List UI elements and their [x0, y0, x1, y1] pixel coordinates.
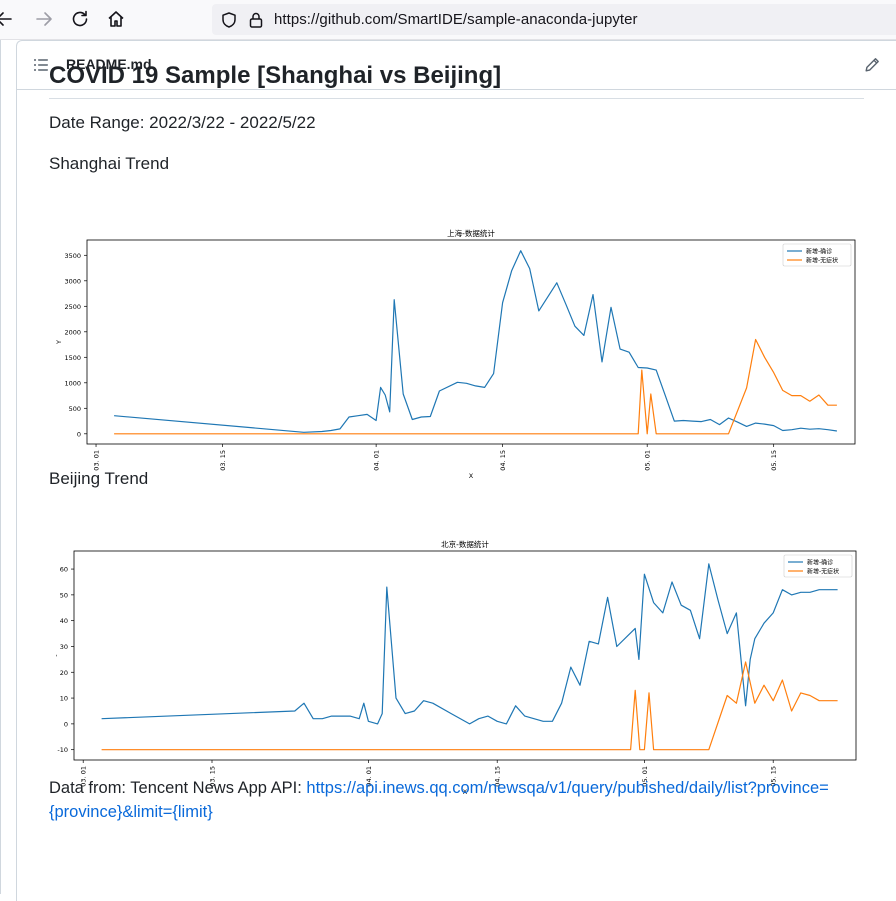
y-tick-label: 60: [60, 566, 68, 574]
legend-label: 新增-确诊: [806, 247, 832, 255]
beijing-heading: Beijing Trend: [49, 469, 149, 488]
x-tick-label: 04. 01: [365, 766, 373, 787]
y-tick-label: 0: [77, 430, 81, 438]
readme-card: README.md: [16, 40, 896, 901]
y-tick-label: 500: [69, 405, 81, 413]
y-tick-label: -10: [57, 746, 68, 754]
y-tick-label: 0: [64, 720, 68, 728]
beijing-series-line-2: [101, 661, 838, 751]
shanghai-series-line-2: [114, 338, 837, 435]
reload-icon[interactable]: [69, 8, 91, 30]
beijing-x-axis-label: X: [463, 788, 468, 796]
legend-label: 新增-确诊: [807, 558, 833, 566]
y-tick-label: 2000: [64, 328, 81, 336]
readme-title: COVID 19 Sample [Shanghai vs Beijing]: [49, 58, 864, 99]
url-bar[interactable]: https://github.com/SmartIDE/sample-anaco…: [212, 4, 896, 35]
beijing-chart-svg: 北京-数据统计 -10 0 10 20 30 40 50 60 03. 01 03. 15 04. 0…: [52, 539, 857, 796]
beijing-chart: 北京-数据统计 -10 0 10 20 30 40 50 60 03. 01 03. 15 04. 0…: [52, 537, 866, 797]
forward-icon[interactable]: [33, 8, 55, 30]
beijing-y-axis-label: -: [52, 654, 60, 657]
shanghai-y-axis-label: Y: [55, 340, 63, 345]
y-tick-label: 3500: [64, 252, 81, 260]
x-tick-label: 03. 15: [209, 766, 217, 787]
readme-file-name: README.md: [66, 56, 152, 72]
y-tick-label: 10: [60, 695, 68, 703]
x-tick-label: 03. 15: [219, 450, 227, 471]
data-source-prefix: Data from: Tencent News App API:: [49, 779, 307, 797]
back-icon[interactable]: [0, 8, 16, 30]
x-tick-label: 03. 01: [80, 766, 88, 787]
y-tick-label: 20: [60, 669, 68, 677]
pencil-icon[interactable]: [864, 57, 880, 73]
x-tick-label: 05. 01: [641, 766, 649, 787]
shanghai-chart-title: 上海-数据统计: [447, 228, 495, 238]
browser-toolbar: https://github.com/SmartIDE/sample-anaco…: [0, 0, 896, 40]
x-tick-label: 05. 15: [770, 766, 778, 787]
shanghai-x-axis-label: X: [469, 472, 474, 480]
beijing-plot-frame: [73, 550, 857, 761]
y-tick-label: 1500: [64, 354, 81, 362]
shield-icon[interactable]: [220, 11, 238, 29]
page-left-border: [0, 40, 1, 894]
x-tick-label: 04. 15: [499, 450, 507, 471]
shanghai-heading: Shanghai Trend: [49, 154, 170, 173]
x-tick-label: 05. 01: [644, 450, 652, 471]
beijing-series-line-1: [101, 563, 838, 725]
date-range-text: Date Range: 2022/3/22 - 2022/5/22: [49, 113, 316, 132]
readme-header: README.md: [17, 41, 896, 90]
legend-label: 新增-无症状: [806, 256, 838, 264]
beijing-chart-title: 北京-数据统计: [441, 539, 489, 549]
y-tick-label: 3000: [64, 277, 81, 285]
shanghai-series-line-1: [114, 250, 837, 433]
shanghai-chart-svg: 上海-数据统计 0 500 1000 1500 2000 2500 3000 3500 03. 0…: [55, 228, 856, 480]
url-text[interactable]: https://github.com/SmartIDE/sample-anaco…: [274, 11, 638, 28]
list-icon[interactable]: [33, 57, 49, 73]
home-icon[interactable]: [105, 8, 127, 30]
x-tick-label: 04. 01: [373, 450, 381, 471]
lock-icon[interactable]: [247, 11, 265, 29]
x-tick-label: 03. 01: [93, 450, 101, 471]
x-tick-label: 05. 15: [770, 450, 778, 471]
x-tick-label: 04. 15: [494, 766, 502, 787]
y-tick-label: 30: [60, 643, 68, 651]
shanghai-chart: 上海-数据统计 0 500 1000 1500 2000 2500 3000 3500 03. 0…: [55, 226, 866, 481]
y-tick-label: 2500: [64, 303, 81, 311]
shanghai-plot-frame: [86, 239, 856, 445]
y-tick-label: 40: [60, 617, 68, 625]
y-tick-label: 1000: [64, 379, 81, 387]
y-tick-label: 50: [60, 591, 68, 599]
legend-label: 新增-无症状: [807, 567, 839, 575]
api-link[interactable]: https://api.inews.qq.com/newsqa/v1/query…: [49, 779, 829, 821]
data-source-text: Data from: Tencent News App API: https:/…: [49, 776, 839, 824]
